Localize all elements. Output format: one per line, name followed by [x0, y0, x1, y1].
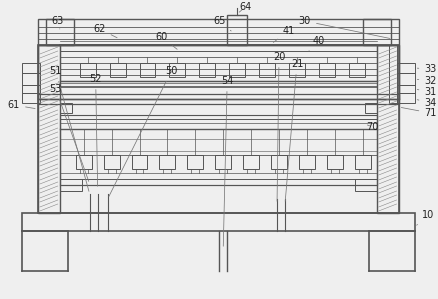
Bar [60, 115, 377, 185]
Bar [159, 155, 175, 169]
Bar [299, 155, 315, 169]
Bar [377, 45, 399, 213]
Text: 34: 34 [417, 98, 437, 108]
Bar [80, 63, 95, 77]
Text: 31: 31 [417, 87, 437, 97]
Bar [46, 19, 74, 45]
Text: 53: 53 [49, 84, 89, 181]
Bar [38, 94, 399, 104]
Bar [396, 85, 414, 93]
Bar [215, 155, 231, 169]
Bar [104, 155, 120, 169]
Bar [22, 63, 40, 73]
Text: 54: 54 [221, 76, 233, 246]
Bar [199, 63, 215, 77]
Text: 50: 50 [109, 66, 177, 196]
Bar [131, 155, 148, 169]
Bar [289, 63, 305, 77]
Bar [38, 45, 60, 213]
Text: 10: 10 [417, 210, 434, 225]
Text: 30: 30 [299, 16, 390, 39]
Bar [319, 63, 335, 77]
Bar [38, 45, 399, 213]
Bar [227, 15, 247, 45]
Bar [22, 85, 40, 93]
Text: 64: 64 [239, 2, 251, 12]
Bar [365, 103, 377, 113]
Bar [60, 45, 377, 81]
Bar [396, 93, 414, 103]
Text: 20: 20 [273, 52, 285, 201]
Bar [355, 155, 371, 169]
Text: 63: 63 [52, 16, 64, 29]
Bar [229, 63, 245, 77]
Bar [243, 155, 259, 169]
Text: 60: 60 [155, 32, 177, 49]
Text: 65: 65 [213, 16, 231, 31]
Bar [327, 155, 343, 169]
Text: 32: 32 [417, 76, 437, 86]
Bar [349, 63, 365, 77]
Bar [60, 103, 72, 113]
Bar [38, 45, 399, 99]
Bar [76, 155, 92, 169]
Bar [355, 179, 377, 191]
Text: 21: 21 [285, 59, 303, 201]
Bar [389, 45, 396, 103]
Text: 62: 62 [93, 24, 117, 38]
Bar [170, 63, 185, 77]
Text: 33: 33 [417, 64, 437, 74]
Bar [396, 73, 414, 85]
Text: 51: 51 [49, 66, 89, 191]
Text: 40: 40 [309, 36, 325, 51]
Bar [259, 63, 275, 77]
Text: 41: 41 [273, 26, 295, 42]
Text: 71: 71 [401, 108, 437, 118]
Bar [22, 213, 414, 231]
Bar [271, 155, 287, 169]
Bar [60, 179, 82, 191]
Bar [140, 63, 155, 77]
Bar [396, 63, 414, 73]
Bar [363, 19, 391, 45]
Bar [38, 19, 399, 45]
Bar [187, 155, 203, 169]
Bar [22, 93, 40, 103]
Text: 70: 70 [367, 122, 379, 132]
Text: 61: 61 [8, 100, 35, 110]
Text: 52: 52 [89, 74, 102, 186]
Bar [22, 73, 40, 85]
Bar [110, 63, 126, 77]
